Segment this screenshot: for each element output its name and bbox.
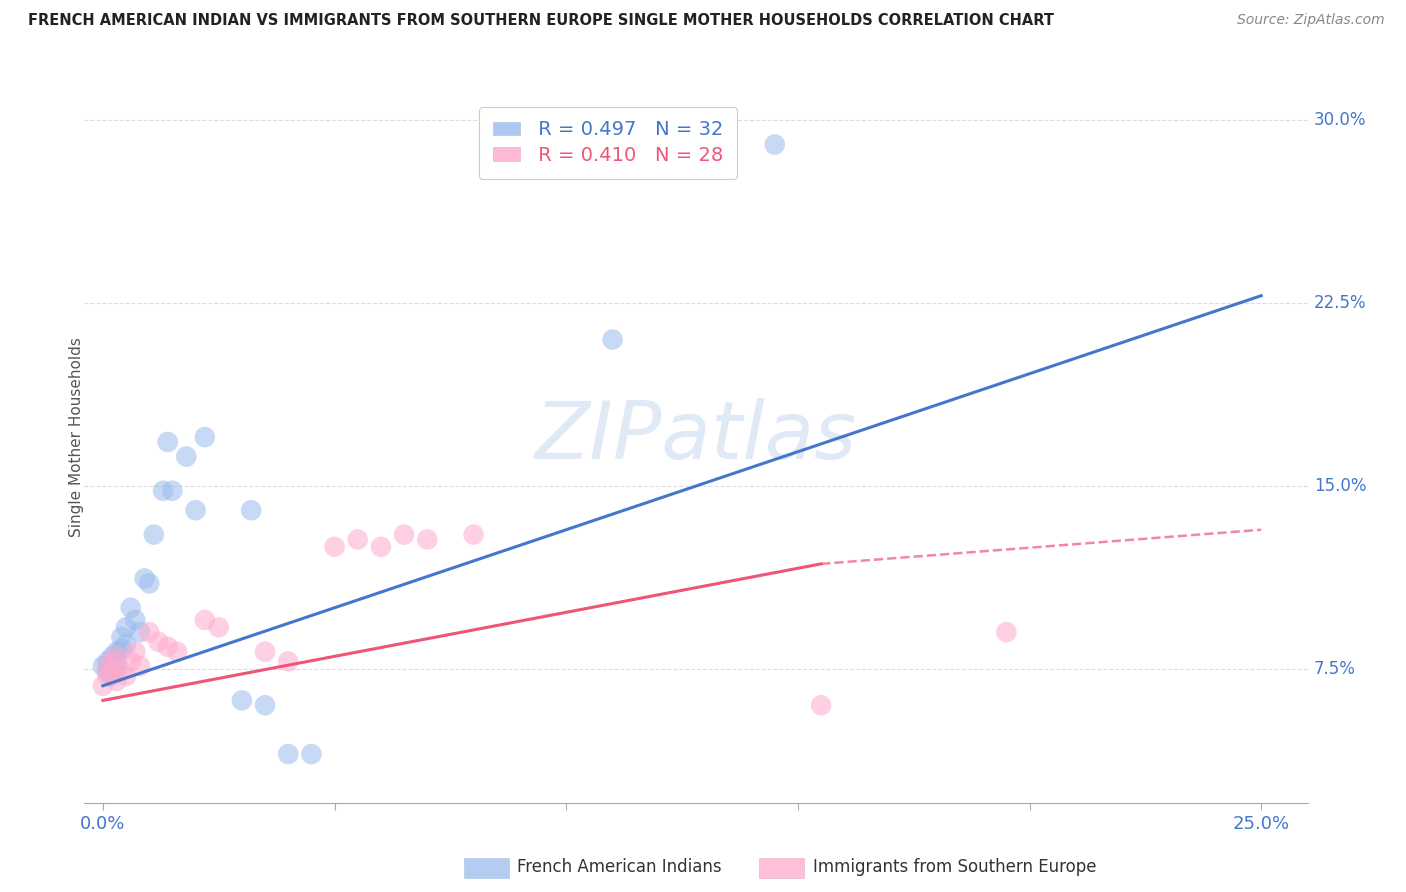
Point <box>110 642 132 657</box>
Text: 7.5%: 7.5% <box>1313 660 1355 678</box>
Point <box>166 645 188 659</box>
Text: 22.5%: 22.5% <box>1313 294 1367 312</box>
Point <box>101 659 124 673</box>
Point <box>91 659 114 673</box>
Point <box>299 747 322 761</box>
Point <box>763 137 786 152</box>
Point <box>156 640 179 654</box>
Point <box>115 620 138 634</box>
Y-axis label: Single Mother Households: Single Mother Households <box>69 337 83 537</box>
Point <box>105 673 128 688</box>
Point <box>370 540 392 554</box>
Point <box>124 613 146 627</box>
Point <box>142 527 165 541</box>
Point <box>254 698 277 713</box>
Point <box>254 645 277 659</box>
Point <box>602 333 624 347</box>
Point <box>194 613 217 627</box>
Point <box>162 483 184 498</box>
Point <box>129 659 152 673</box>
Point <box>115 669 138 683</box>
Point <box>194 430 217 444</box>
Text: Source: ZipAtlas.com: Source: ZipAtlas.com <box>1237 13 1385 28</box>
Point <box>101 649 124 664</box>
Point <box>96 654 118 668</box>
Point <box>995 625 1018 640</box>
Point <box>208 620 231 634</box>
Point <box>91 679 114 693</box>
Text: French American Indians: French American Indians <box>517 858 723 876</box>
Point <box>138 625 160 640</box>
Point <box>110 664 132 678</box>
Text: Immigrants from Southern Europe: Immigrants from Southern Europe <box>813 858 1097 876</box>
Point <box>101 669 124 683</box>
Point <box>463 527 485 541</box>
Point <box>105 645 128 659</box>
Point <box>105 654 128 668</box>
Point <box>96 664 118 678</box>
Point <box>323 540 346 554</box>
Text: 30.0%: 30.0% <box>1313 112 1367 129</box>
Point <box>105 662 128 676</box>
Point <box>392 527 415 541</box>
Text: 15.0%: 15.0% <box>1313 477 1367 495</box>
Point <box>152 483 174 498</box>
Point <box>416 533 439 547</box>
Point <box>120 600 142 615</box>
Point <box>184 503 207 517</box>
Point <box>96 669 118 683</box>
Point <box>240 503 263 517</box>
Point <box>129 625 152 640</box>
Point <box>101 654 124 668</box>
Point <box>810 698 832 713</box>
Point <box>346 533 368 547</box>
Point <box>124 645 146 659</box>
Text: ZIPatlas: ZIPatlas <box>534 398 858 476</box>
Point <box>138 576 160 591</box>
Point <box>174 450 197 464</box>
Legend:  R = 0.497   N = 32,  R = 0.410   N = 28: R = 0.497 N = 32, R = 0.410 N = 28 <box>479 107 737 178</box>
Point <box>115 637 138 651</box>
Point <box>148 635 170 649</box>
Point <box>96 659 118 673</box>
Point <box>105 649 128 664</box>
Point <box>134 572 156 586</box>
Point <box>277 747 299 761</box>
Point <box>101 664 124 678</box>
Point <box>110 630 132 644</box>
Point <box>156 434 179 449</box>
Text: FRENCH AMERICAN INDIAN VS IMMIGRANTS FROM SOUTHERN EUROPE SINGLE MOTHER HOUSEHOL: FRENCH AMERICAN INDIAN VS IMMIGRANTS FRO… <box>28 13 1054 29</box>
Point <box>120 654 142 668</box>
Point <box>277 654 299 668</box>
Point <box>231 693 253 707</box>
